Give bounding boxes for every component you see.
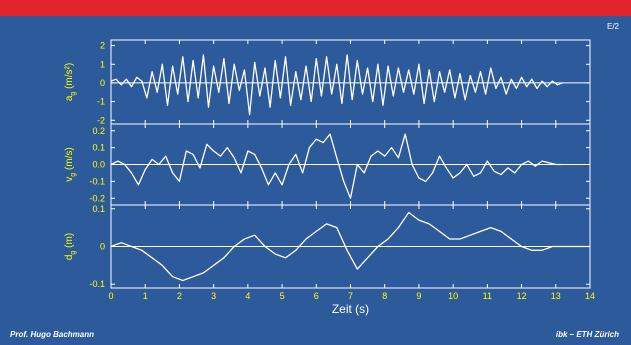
y-axis-label: vg (m/s): [64, 147, 77, 181]
y-tick-label: -1: [97, 97, 105, 107]
x-axis-label: Zeit (s): [332, 302, 369, 316]
x-tick-label: 10: [448, 291, 458, 301]
y-tick-label: -0.2: [89, 193, 105, 203]
y-tick-label: -2: [97, 115, 105, 125]
y-tick-label: 0.2: [92, 126, 105, 136]
y-tick-label: -0.1: [89, 176, 105, 186]
y-tick-label: 2: [100, 41, 105, 51]
x-tick-label: 7: [348, 291, 353, 301]
series-line: [110, 133, 563, 199]
x-tick-label: 4: [245, 291, 250, 301]
x-tick-label: 13: [551, 291, 561, 301]
slide-id: E/2: [606, 22, 619, 31]
y-tick-label: 0.1: [92, 204, 105, 214]
y-tick-label: 0: [100, 242, 105, 252]
series-line: [110, 211, 590, 282]
y-tick-label: 0: [100, 78, 105, 88]
x-tick-label: 0: [108, 291, 113, 301]
x-tick-label: 2: [177, 291, 182, 301]
y-tick-label: 1: [100, 59, 105, 69]
top-accent-bar: [0, 0, 631, 16]
institution-label: ibk – ETH Zürich: [555, 330, 619, 339]
x-tick-label: 3: [211, 291, 216, 301]
y-axis-label: ag (m/s²): [64, 63, 77, 101]
x-tick-label: 5: [280, 291, 285, 301]
y-axis-label: dg (m): [64, 233, 77, 260]
author-label: Prof. Hugo Bachmann: [10, 330, 95, 339]
x-tick-label: 14: [585, 291, 595, 301]
y-tick-label: 0.1: [92, 143, 105, 153]
x-tick-label: 12: [517, 291, 527, 301]
x-tick-label: 8: [382, 291, 387, 301]
x-tick-label: 11: [483, 291, 492, 301]
x-tick-label: 9: [416, 291, 421, 301]
y-tick-label: 0.0: [92, 160, 105, 170]
x-tick-label: 6: [314, 291, 319, 301]
y-tick-label: -0.1: [89, 279, 105, 289]
series-line: [110, 54, 563, 116]
x-tick-label: 1: [143, 291, 148, 301]
